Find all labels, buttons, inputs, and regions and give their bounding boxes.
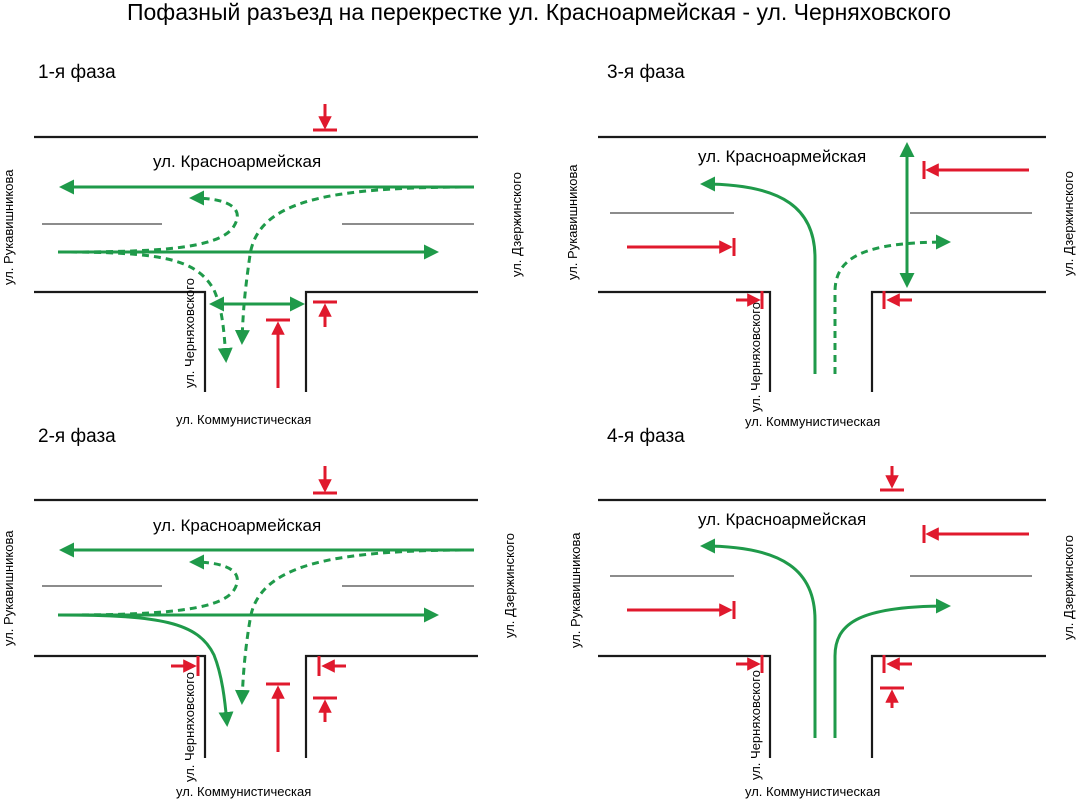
road-edge-bottom-left	[598, 654, 772, 758]
main-street-label: ул. Красноармейская	[153, 516, 321, 535]
left-street-label: ул. Рукавишникова	[565, 164, 580, 280]
road-edge-bottom-right	[304, 290, 478, 392]
flow-right-turn-arrow	[833, 598, 951, 738]
flow-right-turn-arrow	[57, 613, 234, 727]
side-street-label: ул. Черняховского	[182, 278, 197, 388]
flow-uturn-dashed-arrow	[57, 554, 239, 617]
right-street-label: ул. Дзержинского	[502, 533, 517, 638]
side-street-label: ул. Черняховского	[748, 670, 763, 780]
right-street-label: ул. Дзержинского	[1061, 535, 1076, 640]
phase-2-panel: 2-я фаза ул. Красноармейская ул. Рукавиш…	[1, 426, 517, 799]
bottom-street-label: ул. Коммунистическая	[176, 784, 311, 799]
side-street-label: ул. Черняховского	[748, 302, 763, 412]
phase-3-label: 3-я фаза	[607, 62, 685, 83]
left-street-label: ул. Рукавишникова	[1, 169, 16, 285]
side-street-label: ул. Черняховского	[182, 672, 197, 782]
flow-left-turn-arrow	[700, 538, 817, 738]
bottom-street-label: ул. Коммунистическая	[176, 412, 311, 427]
main-street-label: ул. Красноармейская	[153, 152, 321, 171]
phase-2-label: 2-я фаза	[38, 426, 116, 447]
flow-right-turn-dashed-arrow	[57, 250, 233, 363]
left-street-label: ул. Рукавишникова	[568, 532, 583, 648]
phase-1-label: 1-я фаза	[38, 62, 116, 83]
phase-1-panel: 1-я фаза ул. Красноармейская ул. Рукавиш…	[1, 62, 524, 427]
road-edge-bottom-left	[34, 290, 207, 392]
left-street-label: ул. Рукавишникова	[1, 530, 16, 646]
road-edge-bottom-left	[598, 290, 772, 392]
flow-right-turn-dashed-arrow	[833, 234, 951, 374]
flow-left-turn-arrow	[700, 176, 817, 374]
phase-4-panel: 4-я фаза ул. Красноармейская ул. Рукавиш…	[568, 426, 1076, 799]
flow-uturn-dashed-arrow	[57, 190, 239, 254]
main-street-label: ул. Красноармейская	[698, 147, 866, 166]
flow-left-turn-dashed-arrow	[234, 548, 475, 705]
phase-3-panel: 3-я фаза ул. Красноармейская ул. Рукавиш…	[565, 62, 1076, 429]
bottom-street-label: ул. Коммунистическая	[745, 784, 880, 799]
right-street-label: ул. Дзержинского	[1061, 171, 1076, 276]
road-edge-bottom-right	[304, 654, 478, 758]
road-edge-bottom-left	[34, 654, 207, 758]
main-street-label: ул. Красноармейская	[698, 510, 866, 529]
road-edge-bottom-right	[870, 654, 1046, 758]
right-street-label: ул. Дзержинского	[509, 172, 524, 277]
bottom-street-label: ул. Коммунистическая	[745, 414, 880, 429]
diagram-title: Пофазный разъезд на перекрестке ул. Крас…	[127, 0, 951, 25]
phase-4-label: 4-я фаза	[607, 426, 685, 447]
road-edge-bottom-right	[870, 290, 1046, 392]
